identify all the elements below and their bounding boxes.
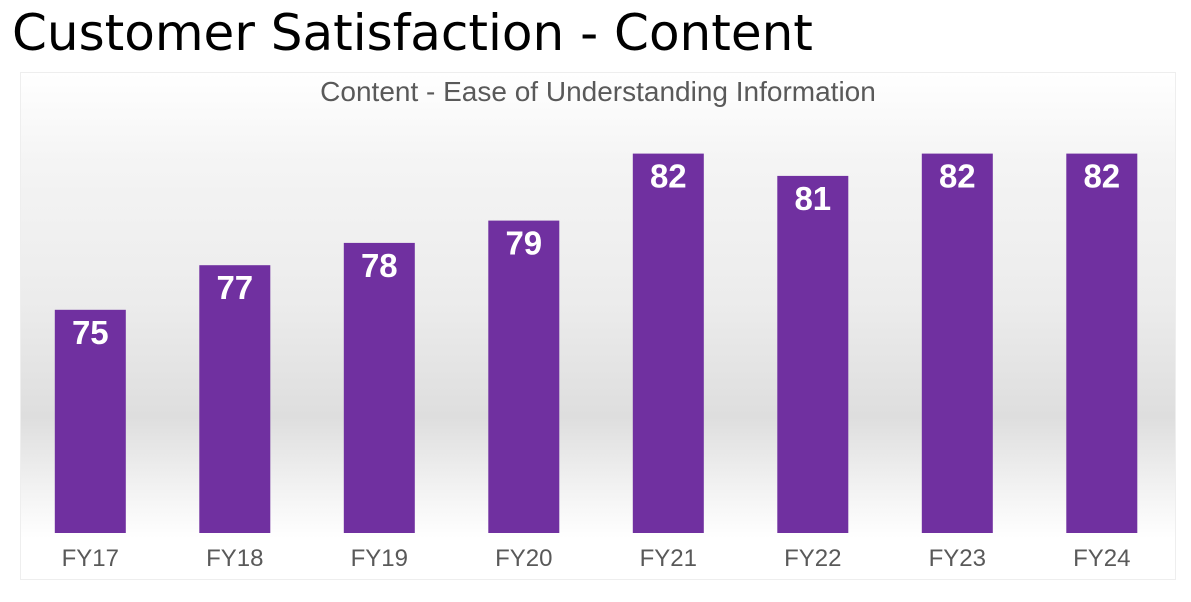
- data-label-fy22: 81: [794, 180, 831, 217]
- bar-fy18: [199, 265, 271, 533]
- data-label-fy20: 79: [505, 225, 542, 262]
- bar-fy22: [777, 175, 849, 533]
- data-label-fy24: 82: [1083, 158, 1120, 195]
- data-label-fy21: 82: [650, 158, 687, 195]
- x-tick-label-fy23: FY23: [929, 545, 986, 572]
- bar-fy24: [1066, 153, 1138, 533]
- chart-title: Content - Ease of Understanding Informat…: [320, 76, 876, 107]
- bar-fy17: [54, 309, 126, 533]
- x-tick-label-fy18: FY18: [206, 545, 263, 572]
- bar-fy20: [488, 220, 560, 533]
- bar-fy19: [343, 242, 415, 533]
- data-label-fy17: 75: [72, 314, 109, 351]
- x-tick-label-fy17: FY17: [62, 545, 119, 572]
- data-label-fy19: 78: [361, 247, 398, 284]
- x-tick-label-fy20: FY20: [495, 545, 552, 572]
- x-tick-label-fy19: FY19: [351, 545, 408, 572]
- x-tick-label-fy21: FY21: [640, 545, 697, 572]
- page-title: Customer Satisfaction - Content: [12, 4, 813, 62]
- data-label-fy18: 77: [216, 269, 253, 306]
- bar-chart: 75 FY17 77 FY18 78 FY19 79 FY20 82 FY21 81 FY22 82 FY…: [54, 153, 1138, 572]
- data-label-fy23: 82: [939, 158, 976, 195]
- bar-fy21: [632, 153, 704, 533]
- chart-panel: Content - Ease of Understanding Informat…: [20, 72, 1176, 580]
- x-tick-label-fy22: FY22: [784, 545, 841, 572]
- bar-fy23: [921, 153, 993, 533]
- x-tick-label-fy24: FY24: [1073, 545, 1130, 572]
